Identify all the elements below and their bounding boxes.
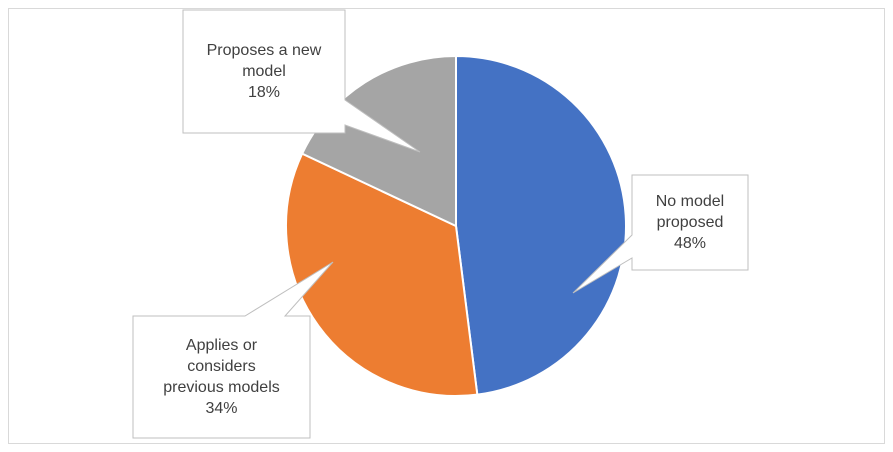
callout [132, 261, 334, 439]
callout [572, 174, 749, 294]
data-label: Applies or considers previous models 34% [155, 316, 288, 438]
pie-slice [300, 54, 457, 228]
category-label: Applies or considers previous models [163, 337, 280, 396]
data-label: No model proposed 48% [632, 175, 748, 270]
category-label: Proposes a new model [206, 42, 322, 80]
pie [285, 54, 627, 397]
data-label: Proposes a new model 18% [186, 10, 342, 133]
category-label: No model proposed [655, 193, 725, 231]
value-label: 48% [673, 235, 707, 252]
value-label: 34% [205, 400, 238, 417]
pie-slice [455, 54, 627, 396]
value-label: 18% [247, 84, 281, 101]
callout [182, 9, 421, 153]
